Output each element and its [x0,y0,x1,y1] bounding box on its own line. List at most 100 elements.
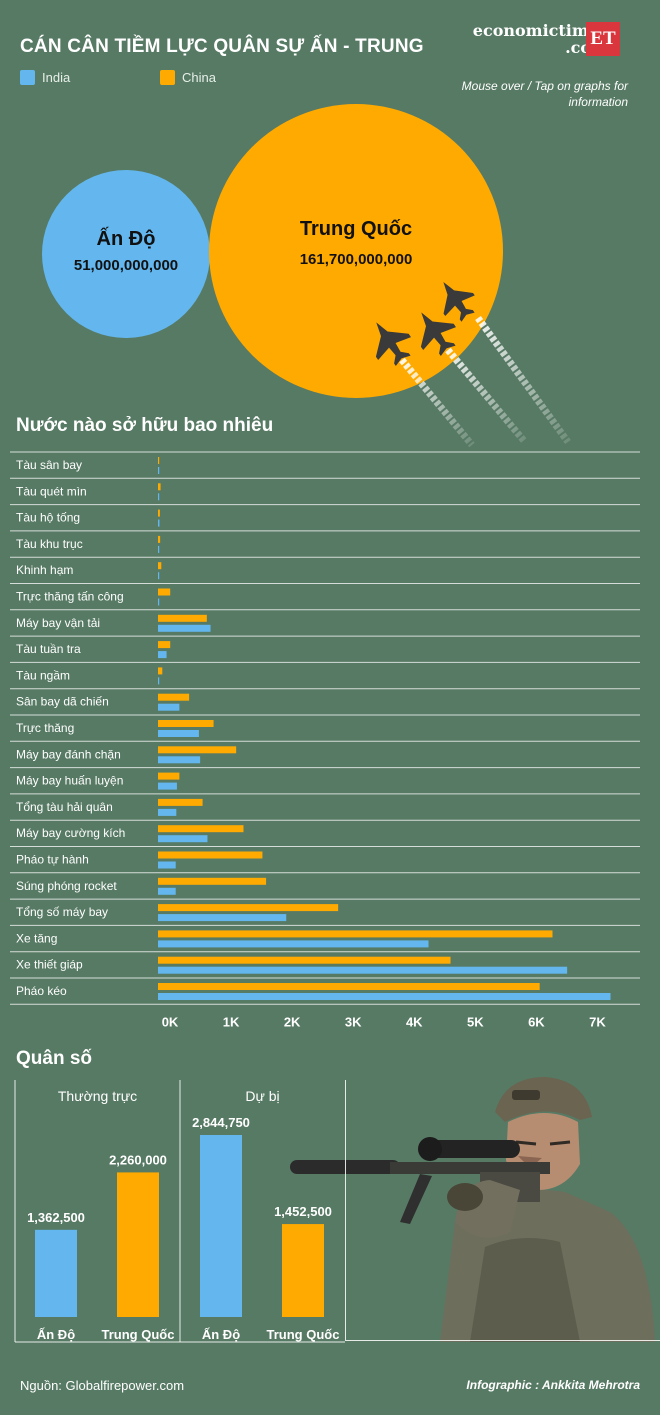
category-label: Tàu khu trục [16,537,83,551]
category-label: Tổng tàu hải quân [16,800,113,814]
personnel-bar[interactable] [117,1172,159,1317]
bar-india[interactable] [158,598,160,606]
category-label: Trực thăng [16,721,74,735]
category-label: Súng phóng rocket [16,879,117,893]
source-credit: Nguồn: Globalfirepower.com [20,1378,185,1393]
budget-china-name: Trung Quốc [299,218,413,240]
bar-india[interactable] [158,756,201,764]
category-label: Máy bay đánh chặn [16,747,121,761]
bar-china[interactable] [158,535,161,543]
category-label: Sân bay dã chiến [16,695,109,709]
personnel-baseline-right [345,1340,660,1341]
x-tick-label: 6K [528,1014,545,1029]
bar-india[interactable] [158,993,611,1000]
bar-india[interactable] [158,940,429,948]
bar-india[interactable] [158,808,177,816]
bar-china[interactable] [158,825,244,833]
category-label: Xe thiết giáp [16,958,83,972]
bar-china[interactable] [158,483,161,491]
fighter-jet-icon [420,312,456,357]
bar-china[interactable] [158,798,203,806]
bar-india[interactable] [158,914,287,922]
hover-hint: Mouse over / Tap on graphs for informati… [461,79,628,109]
category-label: Máy bay vận tải [16,616,100,630]
bar-china[interactable] [158,641,171,649]
personnel-bar[interactable] [200,1135,242,1317]
logo-line-1: economictimes [472,21,608,40]
category-label: Máy bay cường kích [16,826,125,840]
x-tick-label: 0K [162,1014,179,1029]
bar-china[interactable] [158,509,160,517]
budget-circle-china[interactable]: Trung Quốc 161,700,000,000 [209,104,503,398]
budget-india-value: 51,000,000,000 [73,257,179,274]
equipment-bar-chart[interactable]: Tàu sân bay Tàu quét mìn Tàu hộ tống Tàu kh… [0,448,660,1033]
x-tick-label: 4K [406,1014,423,1029]
personnel-value-label: 1,362,500 [27,1210,85,1225]
bar-china[interactable] [158,851,263,859]
bar-china[interactable] [158,614,207,622]
category-label: Tàu tuần tra [16,642,81,656]
category-label: Pháo kéo [16,984,67,998]
bar-china[interactable] [158,588,171,596]
legend-india[interactable]: India [20,70,70,85]
category-label: Xe tăng [16,931,57,945]
bar-india[interactable] [158,677,160,685]
category-label: Tàu hộ tống [16,511,80,525]
author-credit: Infographic : Ankkita Mehrotra [466,1378,640,1392]
x-tick-label: 2K [284,1014,301,1029]
bar-china[interactable] [158,877,267,885]
bar-china[interactable] [158,667,163,675]
bar-china[interactable] [158,956,451,964]
personnel-category-label: Ấn Độ [37,1327,75,1342]
bar-india[interactable] [158,730,199,737]
bar-china[interactable] [158,772,180,780]
bar-china[interactable] [158,904,339,912]
bar-india[interactable] [158,651,167,659]
bar-india[interactable] [158,545,160,553]
bar-india[interactable] [158,835,208,843]
legend-china[interactable]: China [160,70,216,85]
legend-label-china: China [182,70,216,85]
legend-swatch-china [160,70,175,85]
bar-china[interactable] [158,930,553,938]
personnel-category-label: Trung Quốc [267,1327,340,1342]
bar-india[interactable] [158,493,160,501]
x-tick-label: 7K [589,1014,606,1029]
bar-india[interactable] [158,467,160,474]
x-tick-label: 5K [467,1014,484,1029]
legend-label-india: India [42,70,71,85]
category-label: Pháo tự hành [16,853,89,867]
bar-china[interactable] [158,562,162,570]
category-label: Khinh hạm [16,563,73,577]
budget-india-name: Ấn Độ [96,228,156,250]
personnel-bar-charts[interactable]: Thường trực 1,362,500 Ấn Độ 2,260,000 Trung … [0,1080,660,1345]
bar-india[interactable] [158,861,176,869]
bar-india[interactable] [158,782,177,790]
category-label: Tàu sân bay [16,458,82,472]
bar-china[interactable] [158,983,540,990]
bar-india[interactable] [158,966,568,974]
personnel-value-label: 2,844,750 [192,1115,250,1130]
personnel-value-label: 1,452,500 [274,1204,332,1219]
personnel-bar[interactable] [35,1229,77,1317]
bar-china[interactable] [158,693,190,701]
bar-china[interactable] [158,457,160,464]
budget-circle-india[interactable]: Ấn Độ 51,000,000,000 [42,170,210,338]
bar-china[interactable] [158,720,214,727]
fighter-jet-icon [375,322,411,367]
bar-india[interactable] [158,887,176,895]
personnel-subtitle: Dự bị [245,1088,279,1104]
budget-china-value: 161,700,000,000 [299,251,413,268]
personnel-value-label: 2,260,000 [109,1152,167,1167]
category-label: Trực thăng tấn công [16,590,124,604]
personnel-bar[interactable] [282,1224,324,1317]
category-label: Tổng số máy bay [16,905,108,919]
fighter-jets-illustration [375,281,571,448]
bar-india[interactable] [158,572,160,580]
personnel-category-label: Trung Quốc [102,1327,175,1342]
bar-india[interactable] [158,703,180,711]
bar-india[interactable] [158,624,211,632]
personnel-subtitle: Thường trực [58,1088,137,1104]
bar-china[interactable] [158,746,237,754]
bar-india[interactable] [158,519,160,527]
